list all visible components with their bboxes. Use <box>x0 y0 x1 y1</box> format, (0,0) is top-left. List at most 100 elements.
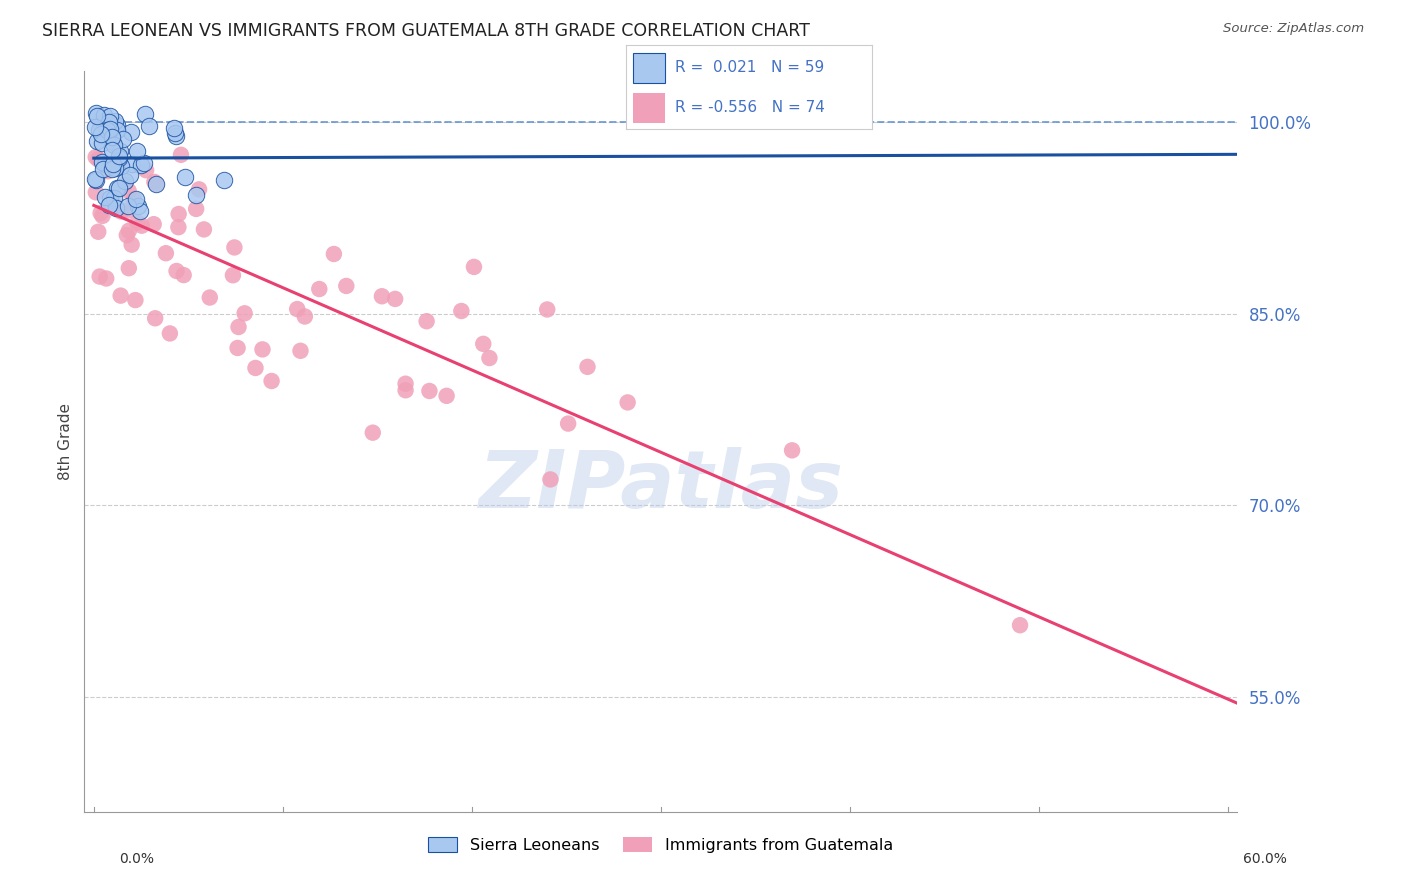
Point <box>94 190 117 204</box>
Point <box>163 120 186 135</box>
Point <box>105 123 128 137</box>
Point <box>538 472 561 486</box>
Point <box>285 301 308 316</box>
Point <box>110 159 132 173</box>
Point <box>222 268 245 283</box>
Point <box>91 155 114 169</box>
Point <box>90 136 112 150</box>
Point <box>212 173 235 187</box>
Point <box>159 326 181 341</box>
Point <box>117 199 139 213</box>
Point <box>118 224 141 238</box>
Point <box>184 187 207 202</box>
Point <box>104 201 127 215</box>
Point <box>84 173 107 187</box>
Point <box>97 164 120 178</box>
Text: ZIPatlas: ZIPatlas <box>478 447 844 525</box>
Point <box>111 131 134 145</box>
Point <box>165 126 187 140</box>
Point <box>124 293 146 307</box>
Point <box>121 156 143 170</box>
Point <box>260 374 283 388</box>
Point <box>294 310 316 324</box>
Point <box>101 130 124 145</box>
Text: SIERRA LEONEAN VS IMMIGRANTS FROM GUATEMALA 8TH GRADE CORRELATION CHART: SIERRA LEONEAN VS IMMIGRANTS FROM GUATEM… <box>42 22 810 40</box>
Point <box>98 191 121 205</box>
Text: Source: ZipAtlas.com: Source: ZipAtlas.com <box>1223 22 1364 36</box>
Point <box>90 127 112 141</box>
Point <box>193 222 215 236</box>
Point <box>143 175 166 189</box>
Point <box>233 306 256 320</box>
Point <box>96 271 118 285</box>
Point <box>394 384 416 398</box>
Point <box>117 203 139 218</box>
Point <box>114 174 136 188</box>
Point <box>104 114 127 128</box>
Point <box>170 148 193 162</box>
Point <box>138 119 160 133</box>
Point <box>186 202 208 216</box>
Point <box>101 161 124 176</box>
Point <box>108 152 131 166</box>
Point <box>103 137 125 152</box>
Y-axis label: 8th Grade: 8th Grade <box>58 403 73 480</box>
Point <box>96 123 118 137</box>
Point <box>142 217 165 231</box>
Point <box>84 186 107 200</box>
Point <box>93 108 115 122</box>
Point <box>155 246 177 260</box>
Point <box>108 145 131 159</box>
Point <box>101 157 124 171</box>
Point <box>105 118 128 132</box>
Point <box>83 120 105 135</box>
Point <box>91 209 114 223</box>
Point <box>418 384 440 398</box>
Point <box>87 225 110 239</box>
Point <box>122 192 145 206</box>
Point <box>125 192 148 206</box>
Point <box>103 135 125 149</box>
Point <box>173 268 195 282</box>
Point <box>478 351 501 365</box>
Point <box>557 417 579 431</box>
Point <box>252 343 274 357</box>
Point <box>167 220 190 235</box>
Point <box>115 228 138 243</box>
Point <box>128 204 150 219</box>
Point <box>463 260 485 274</box>
Text: R = -0.556   N = 74: R = -0.556 N = 74 <box>675 100 825 115</box>
Point <box>98 115 121 129</box>
Text: 60.0%: 60.0% <box>1243 852 1286 866</box>
Point <box>576 359 599 374</box>
Point <box>94 157 117 171</box>
Point <box>536 302 558 317</box>
Point <box>132 156 155 170</box>
Point <box>188 182 211 196</box>
Point <box>472 337 495 351</box>
Point <box>104 161 127 175</box>
Point <box>616 395 638 409</box>
Point <box>98 109 121 123</box>
Point <box>173 169 195 184</box>
Point <box>108 181 131 195</box>
Point <box>121 237 143 252</box>
Point <box>167 207 190 221</box>
Point <box>226 341 249 355</box>
Point <box>450 304 472 318</box>
Point <box>245 360 267 375</box>
Point <box>98 121 121 136</box>
Point <box>120 169 142 183</box>
Point <box>361 425 384 440</box>
Text: R =  0.021   N = 59: R = 0.021 N = 59 <box>675 61 824 76</box>
Point <box>436 389 458 403</box>
Point <box>86 109 108 123</box>
Point <box>135 163 157 178</box>
Point <box>86 134 108 148</box>
Point <box>290 343 312 358</box>
Point <box>118 261 141 276</box>
Text: 0.0%: 0.0% <box>120 852 155 866</box>
Point <box>143 311 166 326</box>
Point <box>780 443 803 458</box>
Point <box>91 162 114 177</box>
